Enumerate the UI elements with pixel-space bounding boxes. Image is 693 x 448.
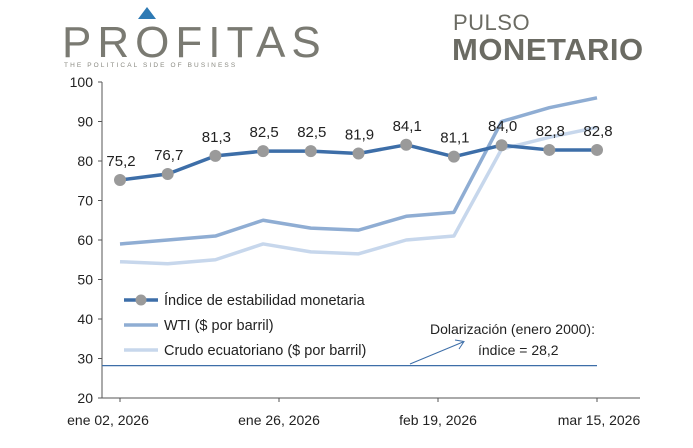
index-marker [400, 138, 413, 151]
y-tick-label: 20 [77, 390, 93, 406]
index-marker [114, 173, 126, 186]
index-data-label: 75,2 [106, 153, 135, 170]
x-tick-label: ene 26, 2026 [238, 412, 320, 428]
index-marker [495, 139, 508, 152]
x-tick-label: mar 15, 2026 [558, 412, 641, 428]
series-line-1 [119, 96, 598, 246]
index-marker [304, 145, 317, 158]
reference-arrow-shaft [409, 341, 464, 365]
y-tick-label: 90 [77, 114, 93, 130]
index-data-label: 81,9 [345, 126, 374, 143]
index-data-label: 82,5 [249, 124, 278, 141]
logo-text: PROFITAS [62, 18, 327, 67]
index-marker [161, 168, 174, 181]
x-tick-label: feb 19, 2026 [399, 412, 477, 428]
pulso-title: PULSO [453, 10, 531, 35]
y-tick-label: 60 [77, 232, 93, 248]
reference-annotation-line2: índice = 28,2 [478, 342, 559, 358]
index-data-label: 84,1 [393, 118, 422, 135]
legend-label-2: Crudo ecuatoriano ($ por barril) [164, 343, 366, 359]
reference-arrow-head [454, 339, 465, 350]
y-tick-label: 50 [77, 272, 93, 288]
y-tick-label: 70 [77, 193, 93, 209]
index-data-label: 82,5 [297, 124, 326, 141]
x-tick-label: ene 02, 2026 [67, 412, 149, 428]
legend-label-0: Índice de estabilidad monetaria [164, 292, 366, 309]
index-marker [209, 149, 222, 162]
index-marker [257, 145, 270, 158]
index-data-label: 81,1 [440, 130, 469, 147]
index-data-label: 76,7 [154, 147, 183, 164]
monetario-title: MONETARIO [452, 32, 644, 67]
y-tick-label: 40 [77, 311, 93, 327]
index-data-label: 81,3 [202, 129, 231, 146]
y-tick-label: 80 [77, 153, 93, 169]
index-data-label: 82,8 [583, 123, 612, 140]
index-marker [543, 143, 556, 156]
y-tick-label: 30 [77, 351, 93, 367]
logo-tagline: THE POLITICAL SIDE OF BUSINESS [64, 62, 238, 69]
reference-annotation-line1: Dolarización (enero 2000): [430, 321, 595, 337]
legend-marker [135, 294, 147, 306]
index-marker [352, 147, 365, 160]
y-tick-label: 100 [70, 74, 94, 90]
index-marker [591, 143, 603, 156]
index-marker [447, 150, 460, 163]
logo-accent-icon [138, 7, 156, 19]
index-data-label: 84,0 [488, 118, 517, 135]
legend-label-1: WTI ($ por barril) [164, 318, 274, 334]
index-data-label: 82,8 [536, 123, 565, 140]
header: PROFITAS THE POLITICAL SIDE OF BUSINESS … [0, 0, 693, 75]
